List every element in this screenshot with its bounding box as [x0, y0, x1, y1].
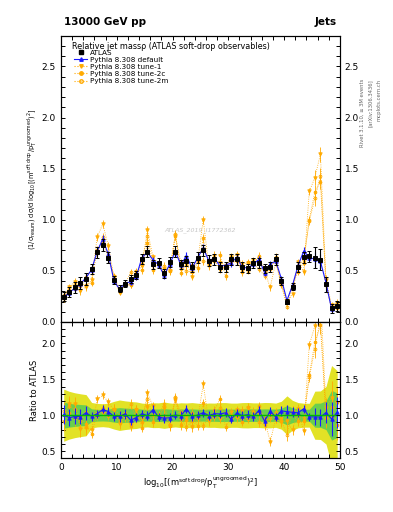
Text: Relative jet massρ (ATLAS soft-drop observables): Relative jet massρ (ATLAS soft-drop obse…	[72, 41, 270, 51]
Y-axis label: Ratio to ATLAS: Ratio to ATLAS	[30, 359, 39, 421]
Text: mcplots.cern.ch: mcplots.cern.ch	[376, 79, 382, 121]
X-axis label: log$_{10}$[(m$^{\rm soft\,drop}$/p$_{\rm T}^{\rm ungroomed}$)$^{2}$]: log$_{10}$[(m$^{\rm soft\,drop}$/p$_{\rm…	[143, 475, 258, 491]
Text: [arXiv:1306.3436]: [arXiv:1306.3436]	[368, 79, 373, 126]
Y-axis label: (1/σ$_{\rm resum}$) dσ/d log$_{10}$[(m$^{\rm soft\,drop}$/p$_{\rm T}^{\rm ungroo: (1/σ$_{\rm resum}$) dσ/d log$_{10}$[(m$^…	[26, 108, 39, 249]
Text: 13000 GeV pp: 13000 GeV pp	[64, 17, 146, 27]
Text: Jets: Jets	[315, 17, 337, 27]
Legend: ATLAS, Pythia 8.308 default, Pythia 8.308 tune-1, Pythia 8.308 tune-2c, Pythia 8: ATLAS, Pythia 8.308 default, Pythia 8.30…	[73, 48, 170, 86]
Text: Rivet 3.1.10, ≥ 3M events: Rivet 3.1.10, ≥ 3M events	[360, 79, 365, 147]
Text: ATLAS_2019_I1772362: ATLAS_2019_I1772362	[165, 227, 236, 233]
